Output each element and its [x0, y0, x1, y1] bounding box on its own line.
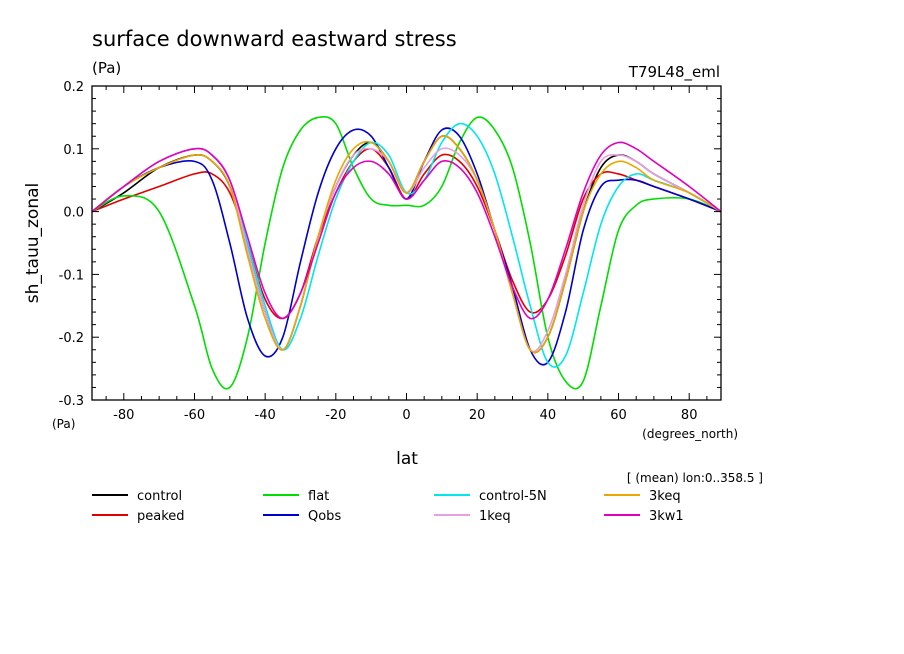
- legend-label: 3kw1: [649, 509, 684, 524]
- y-tick-label: -0.3: [59, 394, 84, 409]
- series-line-3kw1: [92, 141, 721, 320]
- legend-label: control: [137, 489, 182, 504]
- x-units: (degrees_north): [642, 427, 738, 441]
- x-tick-label: -80: [113, 408, 134, 423]
- plot-frame: [91, 85, 722, 401]
- x-tick-label: 60: [610, 408, 627, 423]
- x-tick-label: -20: [325, 408, 346, 423]
- chart-title: surface downward eastward stress: [92, 27, 457, 51]
- legend-label: flat: [308, 489, 329, 504]
- y-tick-label: -0.2: [59, 331, 84, 346]
- y-tick-label: 0.2: [63, 80, 84, 95]
- x-axis-label: lat: [396, 449, 418, 469]
- mean-annotation: [ (mean) lon:0..358.5 ]: [627, 471, 763, 485]
- series-line-3keq: [92, 135, 721, 354]
- x-tick-label: -40: [255, 408, 276, 423]
- series-line-qobs: [92, 127, 721, 366]
- x-tick-label: 20: [469, 408, 486, 423]
- y-tick-label: 0.0: [63, 206, 84, 221]
- legend-label: peaked: [137, 509, 185, 524]
- series-line-peaked: [92, 147, 721, 320]
- y-units-bottom: (Pa): [52, 417, 75, 431]
- y-axis-label: sh_tauu_zonal: [23, 183, 43, 304]
- legend: control peaked flat Qobs control-5N 1keq 3keq 3…: [92, 489, 684, 524]
- plot-area: [91, 85, 722, 401]
- y-units-top: (Pa): [92, 59, 121, 77]
- legend-label: Qobs: [308, 509, 341, 524]
- series-line-control-5n: [92, 122, 721, 368]
- y-tick-label: 0.1: [63, 143, 84, 158]
- x-tick-label: 40: [540, 408, 557, 423]
- y-tick-label: -0.1: [59, 268, 84, 283]
- series-line-control: [92, 135, 721, 354]
- x-tick-label: 0: [402, 408, 410, 423]
- legend-label: control-5N: [479, 489, 547, 504]
- legend-label: 1keq: [479, 509, 511, 524]
- x-tick-label: 80: [681, 408, 698, 423]
- run-id: T79L48_eml: [628, 63, 720, 82]
- x-tick-label: -60: [184, 408, 205, 423]
- legend-label: 3keq: [649, 489, 681, 504]
- series-line-flat: [92, 115, 721, 390]
